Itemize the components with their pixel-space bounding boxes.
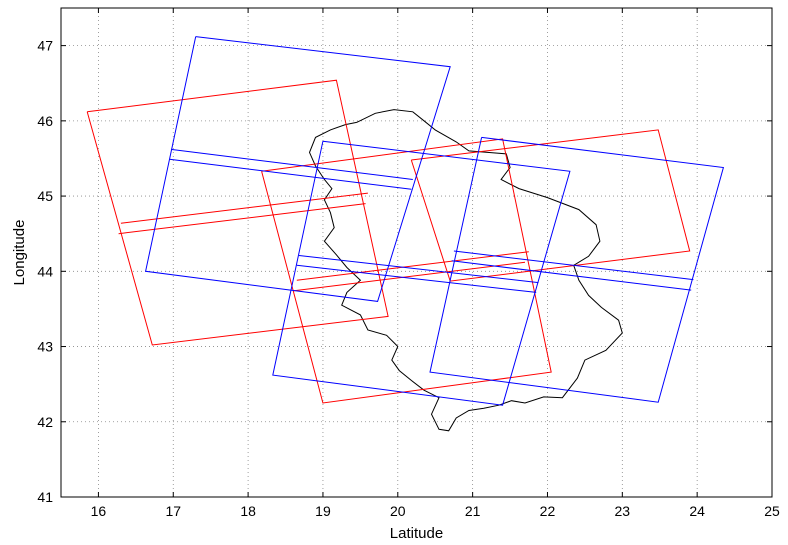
red-strip-line	[118, 203, 366, 235]
y-tick-label: 45	[37, 188, 53, 204]
red-strip-line	[120, 192, 368, 224]
plot-area	[86, 36, 725, 432]
x-tick-label: 21	[465, 503, 481, 519]
x-tick-label: 23	[615, 503, 631, 519]
x-tick-label: 22	[540, 503, 556, 519]
blue-strip-line	[170, 148, 413, 180]
blue-footprint	[144, 36, 451, 302]
y-tick-label: 44	[37, 263, 53, 279]
x-tick-label: 16	[91, 503, 107, 519]
y-tick-label: 43	[37, 339, 53, 355]
blue-strip-line	[169, 158, 412, 190]
red-footprint	[410, 129, 691, 282]
ticks: 16 17 18 19 20 21 22 23 24 25 41 42 43 44 45 46 47	[37, 8, 780, 519]
blue-strip-line	[298, 255, 539, 284]
x-tick-label: 19	[315, 503, 331, 519]
blue-strip-line	[296, 264, 537, 293]
blue-strip-line	[451, 260, 692, 291]
red-strip-line	[292, 261, 526, 292]
y-tick-label: 42	[37, 414, 53, 430]
y-tick-label: 47	[37, 38, 53, 54]
red-strip-line	[296, 251, 529, 281]
blue-footprint	[429, 136, 725, 403]
x-tick-label: 24	[689, 503, 705, 519]
x-tick-label: 20	[390, 503, 406, 519]
country-outline	[308, 109, 623, 432]
x-tick-label: 17	[165, 503, 181, 519]
x-tick-label: 25	[764, 503, 780, 519]
red-footprint	[86, 79, 389, 346]
axes-box	[60, 7, 773, 498]
blue-footprint	[272, 140, 571, 406]
blue-strip-line	[453, 250, 694, 281]
y-tick-label: 41	[37, 489, 53, 505]
y-tick-label: 46	[37, 113, 53, 129]
y-axis-label: Longitude	[11, 220, 28, 286]
red-footprint	[261, 138, 552, 404]
x-tick-label: 18	[240, 503, 256, 519]
x-axis-label: Latitude	[390, 525, 443, 542]
